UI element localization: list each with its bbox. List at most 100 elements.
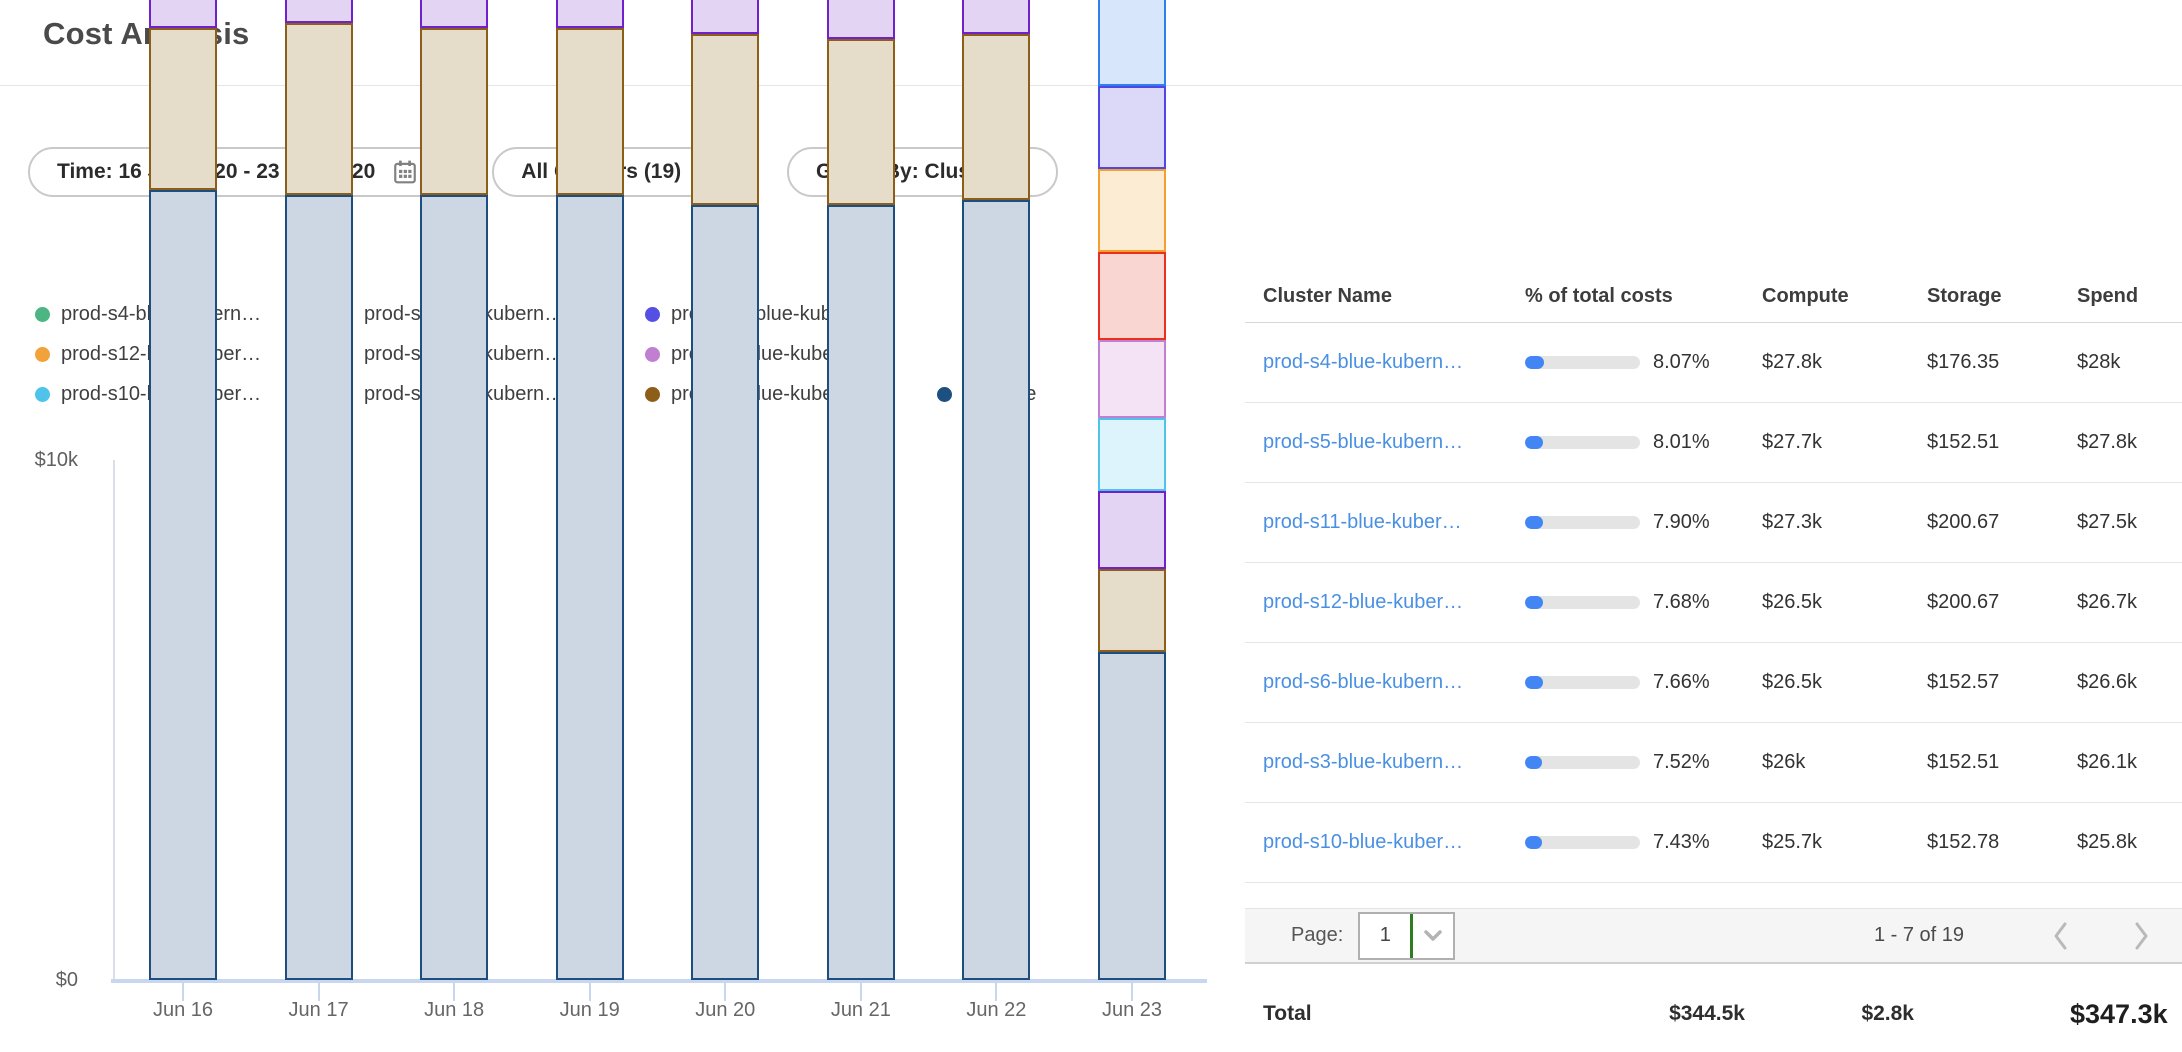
legend-dot-icon [35,386,50,402]
pct-progress-bar [1525,836,1640,849]
legend-dot-icon [937,386,952,402]
total-spend: $347.3k [2070,998,2168,1029]
bar-segment[interactable] [149,28,217,190]
chevron-down-icon [1413,914,1453,958]
compute-value: $27.8k [1762,351,1823,373]
bar-segment[interactable] [1097,569,1166,653]
chevron-right-icon [2132,922,2152,955]
x-axis-tick-label: Jun 17 [288,999,349,1021]
pagination-bar: Page: 1 1 - 7 of 19 [1245,908,2182,964]
bar-segment[interactable] [962,0,1031,34]
cluster-name-link[interactable]: prod-s5-blue-kubern… [1263,431,1464,453]
cluster-cost-table: Cluster Name % of total costs Compute St… [1245,0,2182,1052]
spend-value: $27.8k [2077,431,2138,453]
calendar-icon [394,160,417,184]
table-header-row: Cluster Name % of total costs Compute St… [1245,270,2182,323]
page-select-divider [1410,913,1414,958]
bar-segment[interactable] [149,0,217,29]
x-axis-tick [182,983,184,1001]
pct-value: 8.01% [1653,431,1710,453]
table-row: prod-s5-blue-kubern… 8.01% $27.7k $152.51 $2… [1245,403,2182,483]
pct-total-costs-cell: 8.01% [1525,431,1755,454]
bar-segment[interactable] [962,33,1031,200]
bar-segment[interactable] [555,0,624,29]
bar-segment[interactable] [284,194,353,980]
pct-progress-bar [1525,356,1640,369]
bar-segment[interactable] [1097,491,1166,570]
bar-segment[interactable] [555,194,624,980]
pct-total-costs-cell: 8.07% [1525,351,1755,374]
table-row: prod-s12-blue-kuber… 7.68% $26.5k $200.67 $2… [1245,563,2182,643]
total-label: Total [1263,1002,1312,1025]
cluster-name-link[interactable]: prod-s3-blue-kubern… [1263,751,1464,773]
bar-segment[interactable] [691,205,760,980]
bar-segment[interactable] [1097,652,1166,980]
bar-segment[interactable] [1097,252,1166,341]
bar-segment[interactable] [691,0,760,34]
storage-value: $152.51 [1927,751,2000,773]
cluster-name-link[interactable]: prod-s12-blue-kuber… [1263,591,1464,613]
bar-segment[interactable] [284,23,353,195]
cluster-name-link[interactable]: prod-s4-blue-kubern… [1263,351,1464,373]
pct-total-costs-cell: 7.52% [1525,751,1755,774]
spend-value: $26.7k [2077,591,2138,613]
bar-segment[interactable] [1097,168,1166,252]
bar-segment[interactable] [691,33,760,206]
bar-segment[interactable] [284,0,353,24]
compute-value: $25.7k [1762,831,1823,853]
table-row: prod-s3-blue-kubern… 7.52% $26k $152.51 $26.… [1245,723,2182,803]
pct-progress-bar [1525,596,1640,609]
bar-segment[interactable] [1097,340,1166,419]
next-page-button[interactable] [2132,920,2152,952]
bar-segment[interactable] [420,194,489,980]
bar-segment[interactable] [420,28,489,195]
bar-segment[interactable] [1097,85,1166,169]
legend-dot-icon [645,346,660,362]
compute-value: $26k [1762,751,1806,773]
pct-value: 7.52% [1653,751,1710,773]
pct-progress-fill [1525,516,1544,529]
storage-value: $176.35 [1927,351,2000,373]
cluster-name-link[interactable]: prod-s10-blue-kuber… [1263,831,1464,853]
chevron-left-icon [2050,922,2070,955]
compute-value: $26.5k [1762,671,1823,693]
bar-segment[interactable] [149,189,217,980]
pct-value: 8.07% [1653,351,1710,373]
pct-progress-fill [1525,836,1543,849]
x-axis-tick [1130,983,1133,1001]
pct-progress-fill [1525,676,1543,689]
cluster-name-link[interactable]: prod-s6-blue-kubern… [1263,671,1464,693]
cluster-name-link[interactable]: prod-s11-blue-kuber… [1263,511,1462,533]
bar-segment[interactable] [826,205,895,980]
x-axis-tick [995,983,998,1001]
legend-dot-icon [35,346,50,362]
bar-segment[interactable] [826,0,895,39]
x-axis-tick-label: Jun 16 [152,999,214,1021]
prev-page-button[interactable] [2050,920,2070,952]
pct-total-costs-cell: 7.43% [1525,831,1755,854]
bar-segment[interactable] [555,28,624,195]
bar-segment[interactable] [1097,418,1166,492]
col-header-compute: Compute [1762,284,1849,307]
legend-dot-icon [35,306,50,322]
storage-value: $152.57 [1927,671,2000,693]
storage-value: $200.67 [1927,591,2000,613]
bar-segment[interactable] [962,200,1031,980]
spend-value: $26.6k [2077,671,2138,693]
page-select[interactable]: 1 [1358,911,1456,960]
bar-segment[interactable] [420,0,489,29]
y-axis-line [113,460,115,981]
y-axis-tick-label: $0 [55,969,78,991]
x-axis-line [111,979,1207,983]
bar-segment[interactable] [826,38,895,206]
total-storage: $2.8k [1861,1002,1914,1025]
compute-value: $27.3k [1762,511,1823,533]
pct-progress-bar [1525,756,1640,769]
bar-segment[interactable] [1097,0,1166,86]
time-range-filter[interactable]: Time: 16 Jun 2020 - 23 Jun 2020 [28,147,448,197]
pct-value: 7.90% [1653,511,1710,533]
pct-total-costs-cell: 7.66% [1525,671,1755,694]
spend-value: $25.8k [2077,831,2138,853]
pct-progress-bar [1525,436,1640,449]
